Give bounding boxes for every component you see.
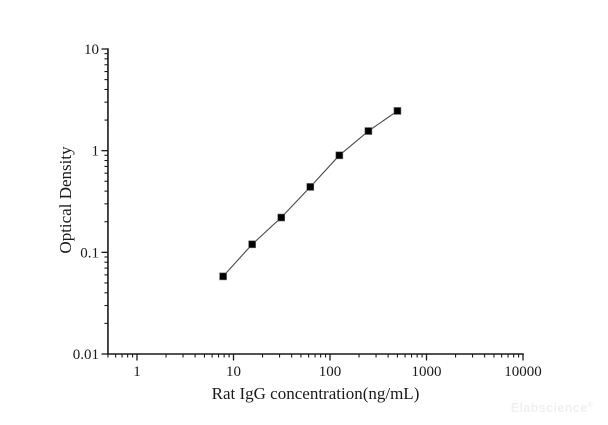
curve-line [222,110,398,277]
axis-spines [107,48,524,355]
registered-mark: ® [587,401,593,409]
x-tick-label: 10000 [504,364,542,380]
x-tick-label: 10 [226,364,241,380]
x-tick-label: 1000 [412,364,442,380]
y-tick-label: 0.1 [80,245,99,261]
y-tick-label: 10 [84,42,99,58]
x-axis-title: Rat IgG concentration(ng/mL) [211,384,420,403]
data-point-marker [335,151,344,160]
data-point-marker [219,272,227,281]
data-point-marker [393,107,402,115]
x-tick-label: 1 [133,364,141,380]
data-point-marker [248,240,256,249]
data-point-marker [364,127,373,135]
y-axis-title: Optical Density [56,146,75,254]
data-point-marker [306,183,315,191]
data-point-marker [277,213,286,222]
watermark-text: Elabscience [510,401,588,415]
y-tick-label: 1 [91,144,99,160]
y-tick-label: 0.01 [73,347,99,363]
x-tick-label: 100 [319,364,342,380]
elabscience-watermark: Elabscience® [511,401,593,415]
